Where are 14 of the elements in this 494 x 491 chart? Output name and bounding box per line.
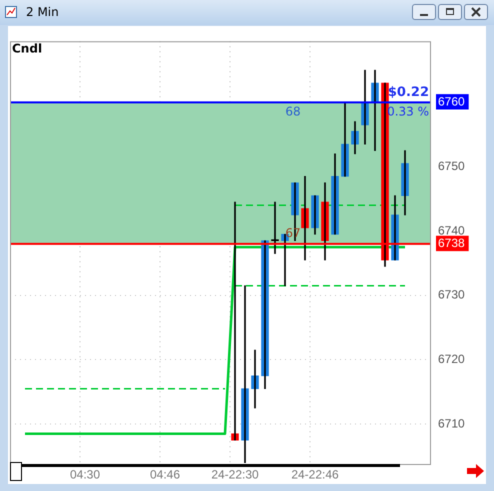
y-tick-label: 6730: [438, 288, 466, 302]
y-tick-label: 6720: [438, 352, 466, 366]
annotation: Cndl: [12, 41, 42, 56]
x-tick-label: 24-22:30: [211, 468, 260, 482]
annotation: 68: [285, 104, 301, 118]
y-tick-label: 6740: [438, 223, 466, 238]
y-tick-label: 6760: [438, 94, 466, 109]
x-tick-label: 04:30: [70, 468, 100, 482]
y-tick-label: 6738: [438, 236, 466, 250]
x-tick-label: 24-22:46: [291, 468, 340, 482]
y-tick-label: 6710: [438, 416, 466, 430]
chart-title: 2 Min: [26, 5, 59, 19]
y-tick-label: 6750: [438, 159, 466, 173]
x-tick-label: 04:46: [150, 468, 180, 482]
